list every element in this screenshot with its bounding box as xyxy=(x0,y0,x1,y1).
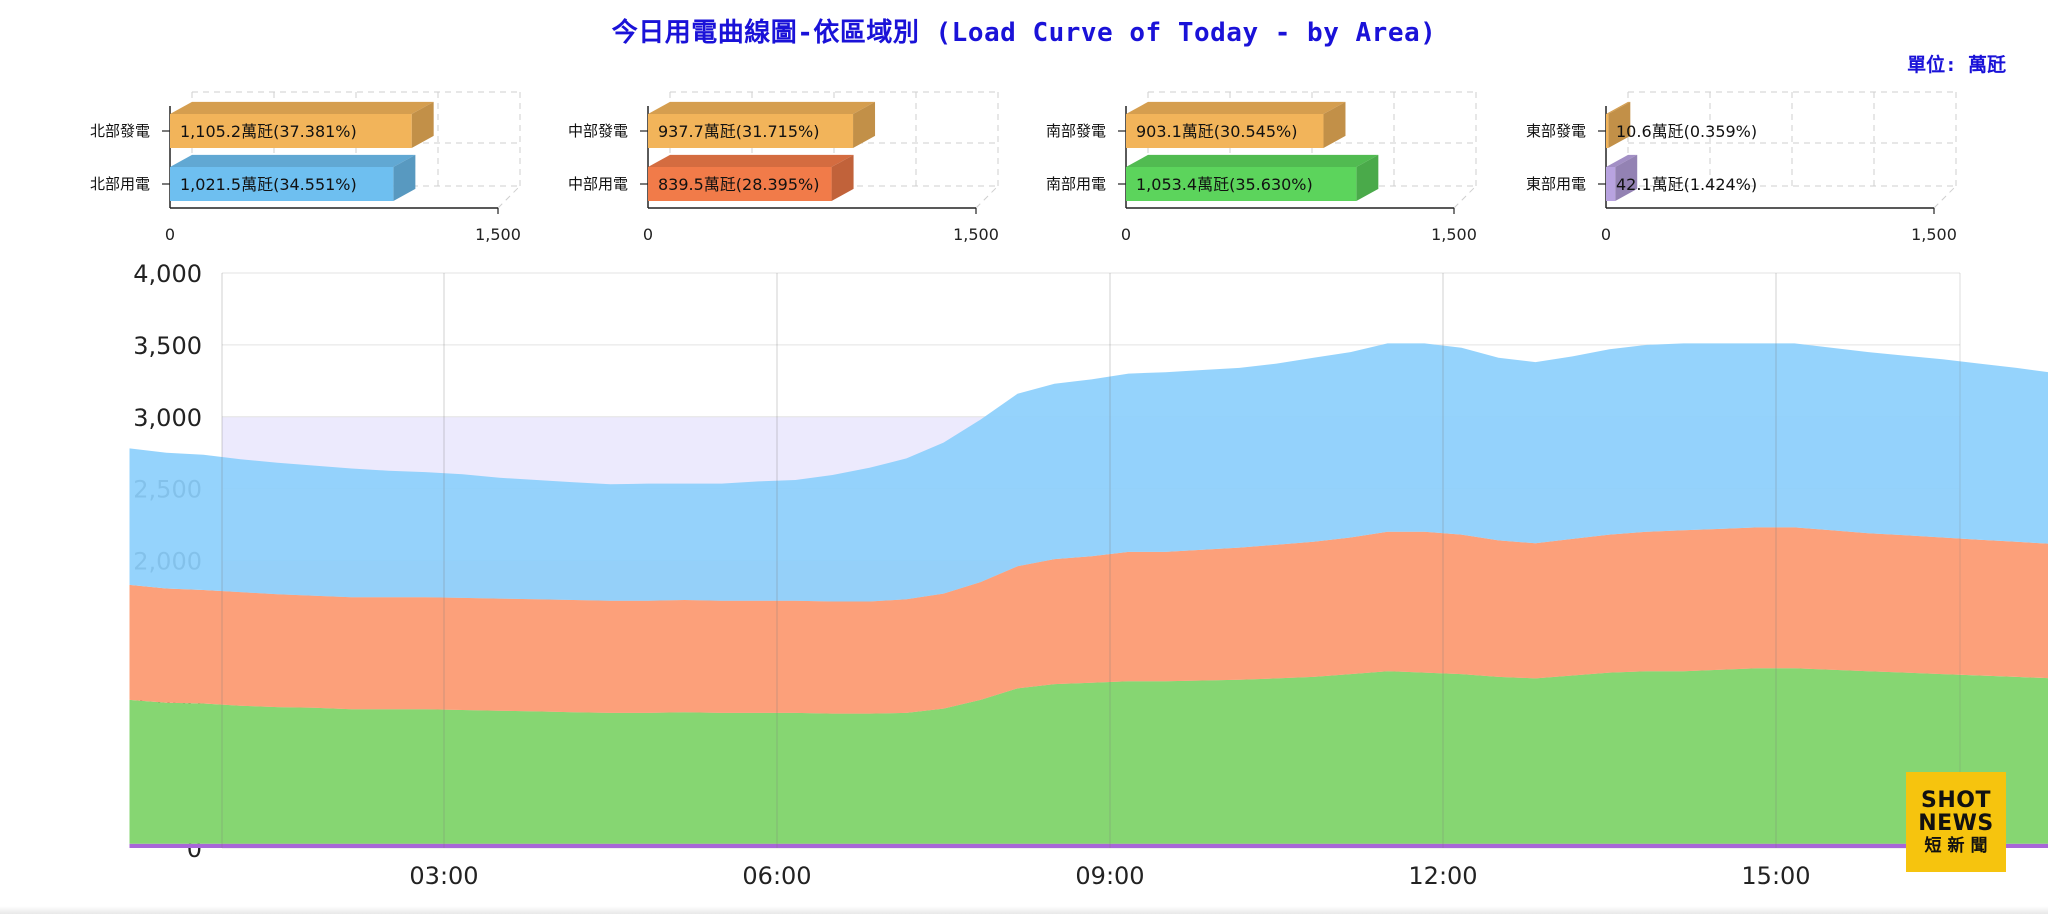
bar-panel-2: 中部發電 937.7萬瓩(31.715%) 中部用電 839.5萬瓩(28.395%)… xyxy=(568,91,999,244)
area-series-3 xyxy=(129,527,2048,714)
x-tick-label: 03:00 xyxy=(409,862,478,890)
bar-front xyxy=(648,167,832,201)
area-chart: 05001,0001,5002,0002,5003,0003,5004,0000… xyxy=(129,260,2048,890)
shot-news-logo: SHOT NEWS 短新聞 xyxy=(1906,772,2006,872)
y-tick-label: 3,500 xyxy=(133,332,202,360)
x-tick-label: 06:00 xyxy=(742,862,811,890)
bar-front xyxy=(1606,167,1616,201)
bar-top-face xyxy=(1126,101,1346,114)
bar-x-tick-label: 0 xyxy=(1121,225,1131,244)
bar-x-tick-label: 1,500 xyxy=(475,225,521,244)
bottom-shadow xyxy=(0,906,2048,914)
bar-x-tick-label: 0 xyxy=(165,225,175,244)
bar-category-label: 中部發電 xyxy=(568,122,628,140)
bar-data-label: 937.7萬瓩(31.715%) xyxy=(658,122,819,141)
bar-data-label: 839.5萬瓩(28.395%) xyxy=(658,175,819,194)
bar-x-tick-label: 1,500 xyxy=(1911,225,1957,244)
bar-front xyxy=(1606,114,1609,148)
bar-top-face xyxy=(1606,154,1638,167)
bar-top-face xyxy=(170,154,416,167)
bar-category-label: 東部發電 xyxy=(1526,122,1586,140)
bar-front xyxy=(170,114,412,148)
bar-x-tick-label: 1,500 xyxy=(953,225,999,244)
bar-data-label: 42.1萬瓩(1.424%) xyxy=(1616,175,1757,194)
bar-gridline xyxy=(1933,185,1957,209)
bar-gridline xyxy=(497,185,521,209)
bar-data-label: 903.1萬瓩(30.545%) xyxy=(1136,122,1297,141)
bar-front xyxy=(648,114,854,148)
bar-side-face xyxy=(411,101,434,148)
bar-category-label: 南部發電 xyxy=(1046,122,1106,140)
bar-x-tick-label: 1,500 xyxy=(1431,225,1477,244)
bar-side-face xyxy=(853,101,876,148)
bar-category-label: 北部用電 xyxy=(90,175,150,193)
bar-panel-1: 北部發電 1,105.2萬瓩(37.381%) 北部用電 1,021.5萬瓩(34.5… xyxy=(90,91,521,244)
y-tick-label: 3,000 xyxy=(133,404,202,432)
bar-top-face xyxy=(170,101,434,114)
bar-data-label: 1,105.2萬瓩(37.381%) xyxy=(180,122,357,141)
x-tick-label: 09:00 xyxy=(1075,862,1144,890)
bar-front xyxy=(1126,114,1324,148)
bar-front xyxy=(170,167,394,201)
bar-category-label: 北部發電 xyxy=(90,122,150,140)
bar-top-face xyxy=(1126,154,1379,167)
bar-category-label: 南部用電 xyxy=(1046,175,1106,193)
area-series-4 xyxy=(129,343,2048,602)
bar-data-label: 1,053.4萬瓩(35.630%) xyxy=(1136,175,1313,194)
bar-top-face xyxy=(1606,101,1631,114)
page-title: 今日用電曲線圖-依區域別 (Load Curve of Today - by A… xyxy=(611,18,1437,48)
bar-gridline xyxy=(1453,185,1477,209)
logo-line-2: NEWS xyxy=(1918,810,1994,836)
bar-category-label: 中部用電 xyxy=(568,175,628,193)
bar-side-face xyxy=(1608,101,1631,148)
bar-side-face xyxy=(1323,101,1346,148)
area-series-1 xyxy=(129,843,2048,848)
bar-side-face xyxy=(831,154,854,201)
logo-line-3: 短新聞 xyxy=(1924,835,1994,856)
y-tick-label: 4,000 xyxy=(133,260,202,288)
bar-side-face xyxy=(1615,154,1638,201)
unit-label: 單位: 萬瓩 xyxy=(1907,54,2006,76)
bar-category-label: 東部用電 xyxy=(1526,175,1586,193)
area-series-2 xyxy=(129,668,2048,844)
bar-x-tick-label: 0 xyxy=(1601,225,1611,244)
bar-data-label: 1,021.5萬瓩(34.551%) xyxy=(180,175,357,194)
bar-gridline xyxy=(975,185,999,209)
bar-x-tick-label: 0 xyxy=(643,225,653,244)
logo-line-1: SHOT xyxy=(1921,787,1991,813)
bar-panel-3: 南部發電 903.1萬瓩(30.545%) 南部用電 1,053.4萬瓩(35.630… xyxy=(1046,91,1477,244)
x-tick-label: 12:00 xyxy=(1408,862,1477,890)
bar-front xyxy=(1126,167,1357,201)
bar-data-label: 10.6萬瓩(0.359%) xyxy=(1616,122,1757,141)
bar-panel-4: 東部發電 10.6萬瓩(0.359%) 東部用電 42.1萬瓩(1.424%) 0 1,5… xyxy=(1526,91,1957,244)
bar-top-face xyxy=(648,154,854,167)
bar-side-face xyxy=(393,154,416,201)
x-tick-label: 15:00 xyxy=(1741,862,1810,890)
bar-side-face xyxy=(1356,154,1379,201)
bar-top-face xyxy=(648,101,876,114)
